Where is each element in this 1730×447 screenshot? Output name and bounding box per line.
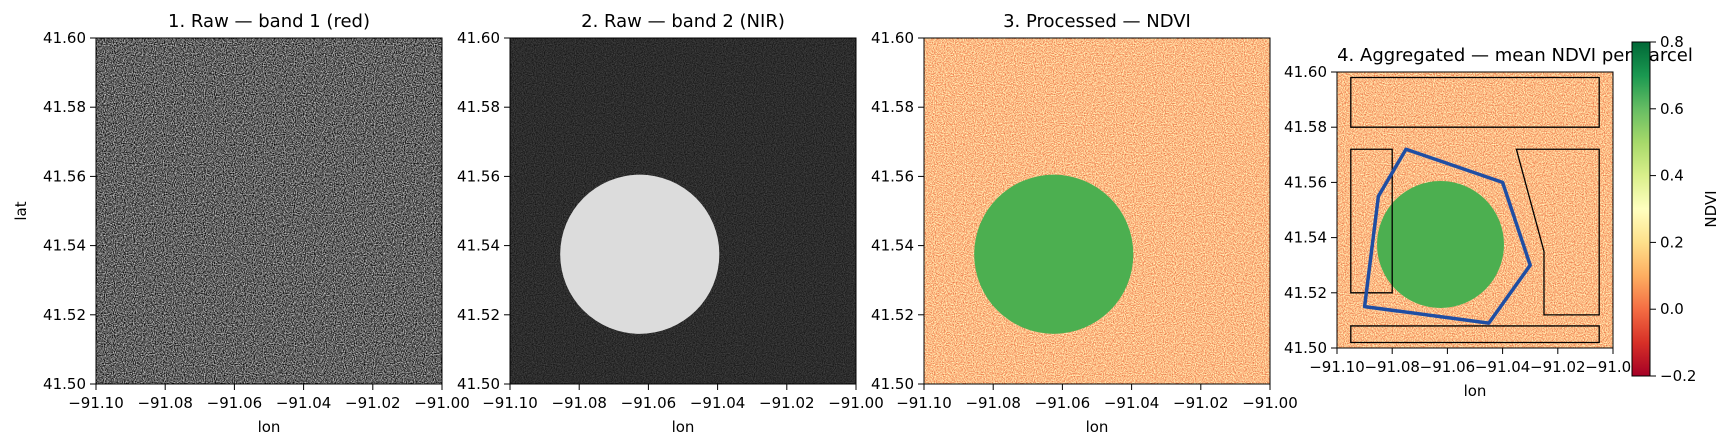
panel-4: 4. Aggregated — mean NDVI per parcel 41.6…: [1284, 45, 1693, 400]
panel-1-ylabel: lat: [12, 201, 30, 220]
xtick-label: −91.08: [1364, 358, 1420, 376]
xtick-label: −91.06: [1035, 394, 1091, 412]
xtick-label: −91.04: [276, 394, 332, 412]
xtick-label: −91.10: [482, 394, 538, 412]
ytick-label: 41.54: [871, 237, 914, 255]
ytick-label: 41.54: [457, 237, 500, 255]
sample-polygon: [1362, 147, 1532, 325]
colorbar-tick-label: −0.2: [1660, 367, 1696, 385]
ytick-label: 41.52: [457, 306, 500, 324]
colorbar-gradient: [1631, 41, 1651, 377]
xtick-label: −91.00: [828, 394, 884, 412]
panel-4-image: [1337, 72, 1613, 348]
colorbar-tick-label: 0.4: [1660, 167, 1684, 185]
xtick-label: −91.10: [1309, 358, 1365, 376]
colorbar-label: NDVI: [1702, 190, 1720, 227]
colorbar-tick-label: 0.6: [1660, 100, 1684, 118]
panel-3-xlabel: lon: [1086, 418, 1109, 436]
ytick-label: 41.56: [1284, 173, 1327, 191]
ytick-label: 41.56: [871, 167, 914, 185]
xtick-label: −91.04: [1475, 358, 1531, 376]
panel-2: 2. Raw — band 2 (NIR) 41.60 41.58 41.56 41.5…: [457, 11, 884, 436]
xtick-label: −91.06: [1420, 358, 1476, 376]
ytick-label: 41.52: [1284, 284, 1327, 302]
panel-4-feature: [1377, 181, 1504, 308]
ytick-label: 41.54: [1284, 229, 1327, 247]
colorbar-tick-label: 0.0: [1660, 300, 1684, 318]
colorbar-tick-label: 0.2: [1660, 233, 1684, 251]
panel-1-xlabel: lon: [258, 418, 281, 436]
panel-2-frame: [509, 37, 857, 385]
panel-2-feature: [560, 174, 720, 334]
xtick-label: −91.04: [690, 394, 746, 412]
ytick-label: 41.52: [871, 306, 914, 324]
ytick-label: 41.52: [43, 306, 86, 324]
xtick-label: −91.02: [345, 394, 401, 412]
ytick-label: 41.60: [1284, 63, 1327, 81]
panel-1-image: [96, 38, 442, 384]
ytick-label: 41.50: [871, 375, 914, 393]
ytick-label: 41.58: [1284, 118, 1327, 136]
colorbar-tick-label: 0.8: [1660, 33, 1684, 51]
ytick-label: 41.58: [871, 98, 914, 116]
ytick-label: 41.50: [1284, 339, 1327, 357]
ytick-label: 41.60: [871, 29, 914, 47]
panel-3-feature: [974, 174, 1134, 334]
panel-4-title: 4. Aggregated — mean NDVI per parcel: [1337, 45, 1693, 66]
xtick-label: −91.06: [621, 394, 677, 412]
xtick-label: −91.00: [1585, 358, 1641, 376]
ytick-label: 41.56: [43, 167, 86, 185]
ytick-label: 41.58: [43, 98, 86, 116]
xtick-label: −91.00: [1242, 394, 1298, 412]
xtick-label: −91.02: [759, 394, 815, 412]
parcel-2: [1350, 148, 1393, 294]
panel-3: 3. Processed — NDVI 41.60 41.58 41.56 41.54 4…: [871, 11, 1298, 436]
panel-4-xlabel: lon: [1464, 382, 1487, 400]
ytick-label: 41.50: [457, 375, 500, 393]
panel-3-image: [924, 38, 1270, 384]
xtick-label: −91.08: [965, 394, 1021, 412]
colorbar: 0.8 0.6 0.4 0.2 0.0 −0.2 NDVI: [1631, 33, 1720, 385]
panel-2-title: 2. Raw — band 2 (NIR): [581, 11, 785, 32]
ytick-label: 41.60: [457, 29, 500, 47]
parcel-3: [1515, 148, 1600, 316]
ytick-label: 41.50: [43, 375, 86, 393]
panel-1-background: [96, 38, 442, 384]
xtick-label: −91.02: [1530, 358, 1586, 376]
ytick-label: 41.54: [43, 237, 86, 255]
xtick-label: −91.08: [551, 394, 607, 412]
ytick-label: 41.60: [43, 29, 86, 47]
panel-3-title: 3. Processed — NDVI: [1003, 11, 1191, 32]
xtick-label: −91.10: [68, 394, 124, 412]
panel-4-frame: [1336, 71, 1614, 349]
panel-1: 1. Raw — band 1 (red) 41.60 41.58 41.56 41.5…: [12, 11, 470, 436]
ytick-label: 41.56: [457, 167, 500, 185]
parcel-4: [1350, 325, 1600, 344]
ytick-label: 41.58: [457, 98, 500, 116]
parcel-1: [1350, 76, 1600, 128]
xtick-label: −91.06: [207, 394, 263, 412]
panel-2-image: [510, 38, 856, 384]
panel-3-frame: [923, 37, 1271, 385]
xtick-label: −91.00: [414, 394, 470, 412]
xtick-label: −91.04: [1104, 394, 1160, 412]
xtick-label: −91.10: [896, 394, 952, 412]
xtick-label: −91.02: [1173, 394, 1229, 412]
xtick-label: −91.08: [137, 394, 193, 412]
panel-1-frame: [95, 37, 443, 385]
panel-2-xlabel: lon: [672, 418, 695, 436]
panel-1-title: 1. Raw — band 1 (red): [168, 11, 370, 32]
